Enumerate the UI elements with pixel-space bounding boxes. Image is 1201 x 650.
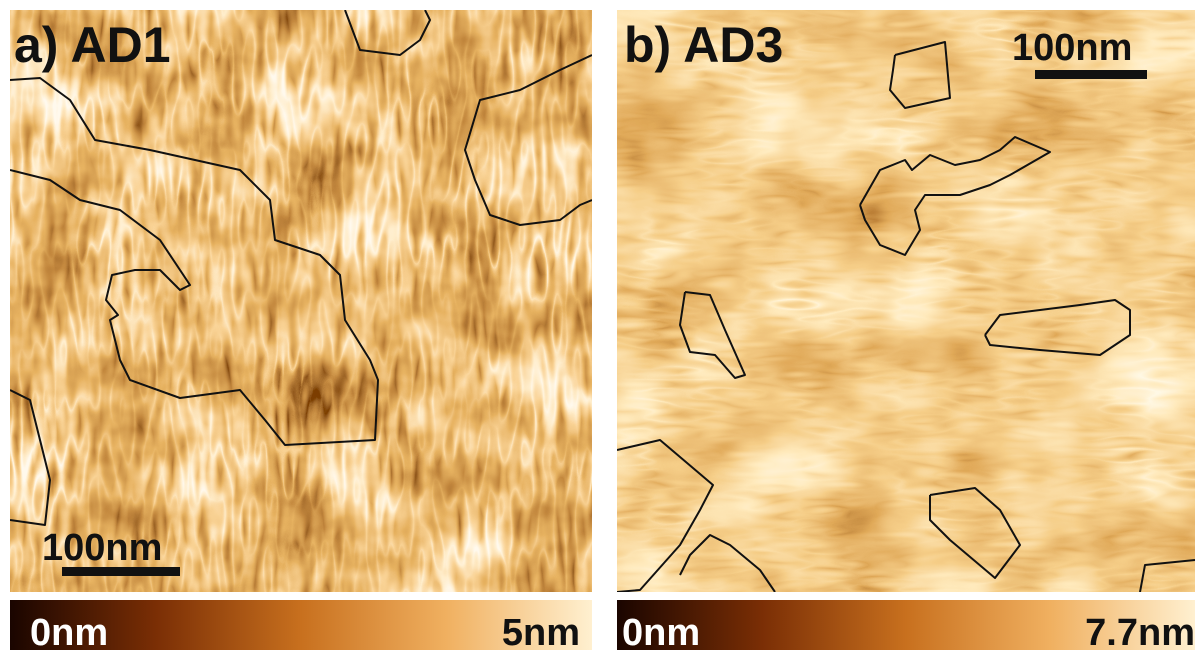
figure: a) AD1 100nm 0nm 5nm b) AD3 100nm 0nm 7.… <box>0 0 1201 650</box>
afm-image <box>10 10 592 592</box>
panel-label: b) AD3 <box>624 17 783 73</box>
colorbar-max: 5nm <box>502 612 580 650</box>
colorbar-min: 0nm <box>622 612 700 650</box>
panel-label: a) AD1 <box>14 17 171 73</box>
page: a) AD1 100nm 0nm 5nm b) AD3 100nm 0nm 7.… <box>0 0 1201 650</box>
scale-bar-label: 100nm <box>1012 27 1132 69</box>
scale-bar-label: 100nm <box>42 527 162 569</box>
scale-bar <box>1035 70 1147 79</box>
scale-bar <box>62 567 180 576</box>
colorbar-min: 0nm <box>30 612 108 650</box>
colorbar-max: 7.7nm <box>1085 612 1195 650</box>
